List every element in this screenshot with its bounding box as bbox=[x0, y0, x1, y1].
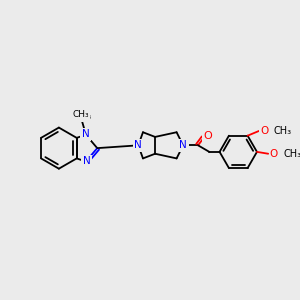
Text: N: N bbox=[83, 157, 91, 166]
Text: CH₃: CH₃ bbox=[283, 149, 300, 159]
Text: N: N bbox=[134, 140, 142, 150]
Text: O: O bbox=[270, 149, 278, 159]
Text: N: N bbox=[82, 129, 89, 139]
Text: N: N bbox=[83, 129, 91, 139]
Text: CH₃: CH₃ bbox=[274, 126, 292, 136]
Text: O: O bbox=[203, 131, 212, 141]
Text: O: O bbox=[260, 126, 268, 136]
Text: CH₃: CH₃ bbox=[73, 111, 91, 121]
Text: N: N bbox=[82, 157, 90, 166]
Text: N: N bbox=[179, 140, 187, 150]
Text: CH₃: CH₃ bbox=[72, 110, 88, 119]
